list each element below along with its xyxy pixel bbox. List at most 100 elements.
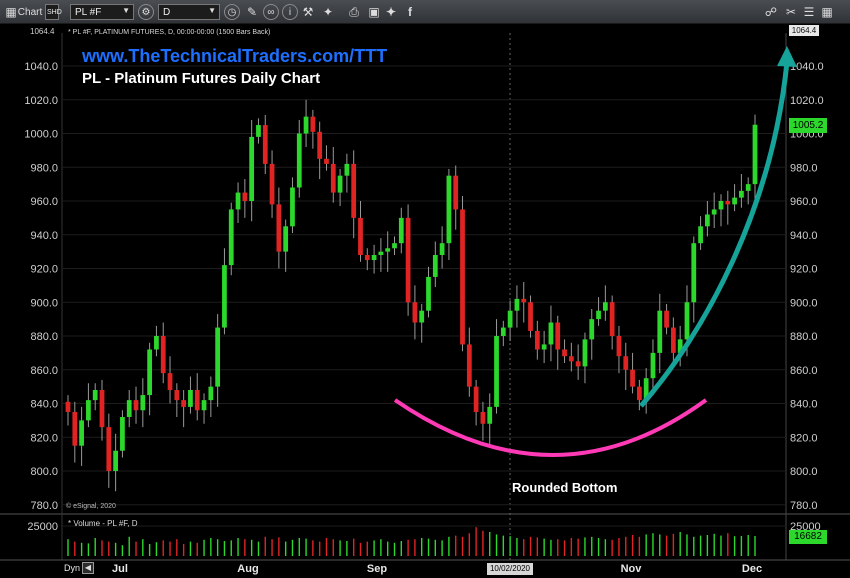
candle-body [276,204,282,252]
camera-icon[interactable]: ▣ [368,5,380,19]
candle-body [256,125,261,137]
candle-body [718,201,724,210]
month-tick: Jul [112,563,128,575]
interval-input[interactable]: D ▼ [158,4,220,20]
candle-body [480,411,486,424]
twitter-icon[interactable]: ✦ [385,5,397,19]
price-tick-left: 860.0 [30,365,58,377]
candle-body [752,124,758,185]
volume-info: * Volume - PL #F, D [68,519,138,528]
volume-tick-left: 25000 [27,521,58,533]
price-tick-right: 880.0 [790,331,818,343]
print-icon[interactable]: ⎙ [349,4,359,19]
price-tick-right: 980.0 [790,162,818,174]
candle-body [140,395,146,411]
candle-body [589,319,595,340]
interval-value: D [163,6,171,18]
facebook-icon[interactable]: f [408,5,412,19]
settings-icon[interactable]: ⚙ [138,4,154,20]
candle-body [453,175,459,210]
candle-body [290,187,295,227]
candle-body [133,400,139,411]
candle-body [670,327,676,353]
candle-body [555,322,561,350]
candle-body [630,369,635,387]
price-tick-left: 880.0 [30,331,58,343]
candle-body [534,330,540,350]
price-tick-right: 860.0 [790,365,818,377]
price-chart[interactable]: 780.0 780.0 800.0 800.0 820.0 820.0 840.0 840.0… [0,24,850,578]
clock-icon[interactable]: ◷ [224,4,240,20]
candle-body [194,390,200,411]
price-tick-left: 920.0 [30,264,58,276]
lock-icon[interactable]: ☍ [764,5,778,19]
grid-icon[interactable]: ▦ [821,5,833,19]
last-volume-badge: 16682 [789,530,827,544]
dyn-label[interactable]: Dyn [64,563,81,573]
candle-body [222,265,227,328]
price-tick-right: 800.0 [790,466,818,478]
price-tick-right: 1020.0 [790,95,824,107]
wrench-icon[interactable]: ⚒ [302,5,314,19]
scroll-lock-icon[interactable]: ◀ [82,562,94,574]
candle-body [528,302,533,331]
chevron-down-icon[interactable]: ▼ [122,6,130,15]
candle-body [364,255,370,261]
arrows-icon[interactable]: ✦ [322,5,334,19]
price-axis: 780.0 780.0 800.0 800.0 820.0 820.0 840.0 840.0… [24,61,823,512]
price-tick-left: 800.0 [30,466,58,478]
volume-bars [67,527,756,556]
candle-body [86,400,91,421]
candle-body [432,255,438,277]
price-tick-right: 820.0 [790,432,818,444]
pencil-icon[interactable]: ✎ [246,5,258,19]
last-price-badge: 1005.2 [789,118,827,133]
list-icon[interactable]: ☰ [803,5,815,19]
candle-body [446,175,452,244]
candle-body [745,184,751,191]
candle-body [698,226,703,244]
candle-body [705,214,710,227]
candle-body [636,386,642,401]
candle-body [371,255,377,261]
price-tick-left: 840.0 [30,399,58,411]
candle-body [351,163,357,218]
grid [0,33,850,561]
candle-body [215,327,221,387]
scissors-icon[interactable]: ✂ [785,5,797,19]
candle-body [562,349,567,357]
chart-icon[interactable]: ▦ [5,5,17,19]
candle-body [317,131,323,159]
info-icon[interactable]: i [282,4,298,20]
candle-body [201,400,207,411]
candle-body [684,302,690,340]
uptrend-arrow [639,61,790,408]
candle-body [303,116,309,134]
candle-body [99,390,105,428]
candle-body [337,175,343,193]
copyright-text: © eSignal, 2020 [66,503,116,510]
link-icon[interactable]: ∞ [263,4,279,20]
price-tick-left: 1040.0 [24,61,58,73]
candle-body [657,310,663,353]
price-tick-right: 940.0 [790,230,818,242]
toolbar: ▦ Chart SHD PL #F ▼ ⚙ D ▼ ◷ ✎ ∞ i ⚒ ✦ ⎙ … [0,0,850,24]
candle-body [691,243,697,303]
candle-body [126,400,132,417]
time-axis: Jul Aug Sep Nov Dec [112,563,762,575]
candle-body [330,163,336,193]
price-tick-right: 840.0 [790,399,818,411]
candle-body [582,339,588,367]
price-tick-left: 1020.0 [24,95,58,107]
candle-body [419,310,425,323]
candle-body [521,298,527,303]
candle-body [174,390,180,401]
candle-body [228,209,234,266]
candle-body [548,322,554,345]
symbol-input[interactable]: PL #F ▼ [70,4,134,20]
price-tick-left: 960.0 [30,196,58,208]
chevron-down-icon[interactable]: ▼ [208,6,216,15]
chart-background [0,24,850,578]
candle-body [106,427,112,471]
candle-body [575,361,581,367]
